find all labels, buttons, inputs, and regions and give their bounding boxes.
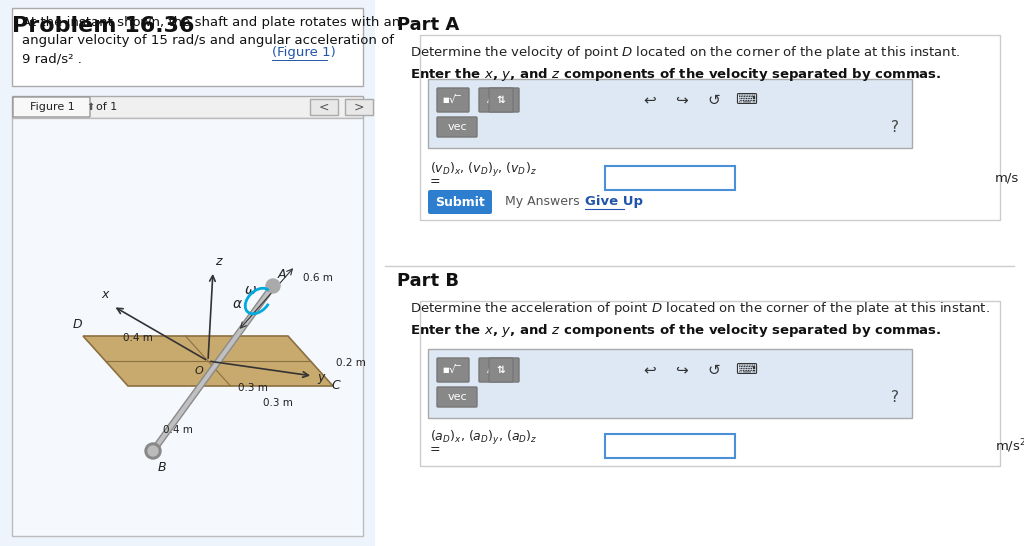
FancyBboxPatch shape bbox=[489, 88, 513, 112]
Circle shape bbox=[148, 446, 158, 456]
Text: ΑΣΦ: ΑΣΦ bbox=[487, 95, 511, 105]
Text: Part B: Part B bbox=[397, 272, 459, 290]
Text: =: = bbox=[430, 175, 440, 188]
FancyBboxPatch shape bbox=[437, 88, 469, 112]
Text: ⌨: ⌨ bbox=[735, 363, 757, 377]
Text: Problem 16.36: Problem 16.36 bbox=[12, 16, 195, 36]
FancyBboxPatch shape bbox=[12, 118, 362, 536]
Text: ?: ? bbox=[891, 120, 899, 134]
FancyBboxPatch shape bbox=[489, 358, 513, 382]
FancyBboxPatch shape bbox=[345, 99, 373, 115]
Text: ?: ? bbox=[891, 389, 899, 405]
Text: ⬆: ⬆ bbox=[86, 102, 94, 112]
FancyBboxPatch shape bbox=[479, 88, 519, 112]
Text: ω: ω bbox=[245, 283, 257, 297]
Text: B: B bbox=[158, 461, 167, 474]
FancyBboxPatch shape bbox=[428, 190, 492, 214]
Circle shape bbox=[145, 443, 161, 459]
Circle shape bbox=[266, 279, 280, 293]
FancyBboxPatch shape bbox=[479, 358, 519, 382]
Text: >: > bbox=[353, 100, 365, 114]
Text: O: O bbox=[195, 366, 203, 376]
Text: z: z bbox=[215, 255, 221, 268]
Text: Give Up: Give Up bbox=[585, 195, 643, 209]
Text: 0.4 m: 0.4 m bbox=[163, 425, 193, 435]
FancyBboxPatch shape bbox=[428, 349, 912, 418]
Text: ↺: ↺ bbox=[708, 363, 720, 377]
Polygon shape bbox=[83, 336, 333, 386]
Text: ↩: ↩ bbox=[644, 363, 656, 377]
FancyBboxPatch shape bbox=[12, 8, 362, 86]
Text: √‾: √‾ bbox=[449, 95, 462, 105]
Text: $(a_D)_x$, $(a_D)_y$, $(a_D)_z$: $(a_D)_x$, $(a_D)_y$, $(a_D)_z$ bbox=[430, 429, 538, 447]
Text: 0.2 m: 0.2 m bbox=[336, 358, 366, 368]
Text: Enter the $\mathit{x}$, $\mathit{y}$, and $\mathit{z}$ components of the velocit: Enter the $\mathit{x}$, $\mathit{y}$, an… bbox=[410, 66, 941, 83]
FancyBboxPatch shape bbox=[13, 97, 90, 117]
Text: ■: ■ bbox=[442, 97, 449, 103]
FancyBboxPatch shape bbox=[428, 79, 912, 148]
Text: C: C bbox=[331, 379, 340, 392]
Text: D: D bbox=[73, 318, 83, 331]
Text: 0.3 m: 0.3 m bbox=[263, 398, 293, 408]
FancyBboxPatch shape bbox=[310, 99, 338, 115]
Text: 0.4 m: 0.4 m bbox=[123, 333, 153, 343]
Text: vec: vec bbox=[447, 122, 467, 132]
FancyBboxPatch shape bbox=[437, 358, 469, 382]
Text: Determine the velocity of point $\mathit{D}$ located on the corner of the plate : Determine the velocity of point $\mathit… bbox=[410, 44, 959, 61]
Text: 0.6 m: 0.6 m bbox=[303, 273, 333, 283]
Text: ↩: ↩ bbox=[644, 92, 656, 108]
Text: 0.3 m: 0.3 m bbox=[238, 383, 268, 393]
Text: =: = bbox=[430, 443, 440, 456]
Text: ⇅: ⇅ bbox=[497, 95, 506, 105]
FancyBboxPatch shape bbox=[375, 0, 1024, 546]
FancyBboxPatch shape bbox=[12, 96, 362, 118]
FancyBboxPatch shape bbox=[0, 0, 375, 546]
Text: ↪: ↪ bbox=[676, 363, 688, 377]
Text: m/s: m/s bbox=[995, 171, 1019, 185]
Text: My Answers: My Answers bbox=[505, 195, 580, 209]
Text: ■: ■ bbox=[442, 367, 449, 373]
FancyBboxPatch shape bbox=[437, 117, 477, 137]
Text: ↪: ↪ bbox=[676, 92, 688, 108]
Text: of 1: of 1 bbox=[96, 102, 118, 112]
Text: y: y bbox=[317, 371, 325, 383]
FancyBboxPatch shape bbox=[605, 166, 735, 190]
Text: ⌨: ⌨ bbox=[735, 92, 757, 108]
Text: <: < bbox=[318, 100, 330, 114]
FancyBboxPatch shape bbox=[605, 434, 735, 458]
Text: At the instant shown, the shaft and plate rotates with an
angular velocity of 15: At the instant shown, the shaft and plat… bbox=[22, 16, 400, 65]
Text: Enter the $\mathit{x}$, $\mathit{y}$, and $\mathit{z}$ components of the velocit: Enter the $\mathit{x}$, $\mathit{y}$, an… bbox=[410, 322, 941, 339]
Text: vec: vec bbox=[447, 392, 467, 402]
Text: ↺: ↺ bbox=[708, 92, 720, 108]
Text: A: A bbox=[278, 268, 287, 281]
Text: Figure 1: Figure 1 bbox=[30, 102, 75, 112]
Text: ⇅: ⇅ bbox=[497, 365, 506, 375]
FancyBboxPatch shape bbox=[437, 387, 477, 407]
Text: Submit: Submit bbox=[435, 195, 485, 209]
Text: √‾: √‾ bbox=[449, 365, 462, 375]
Text: $(v_D)_x$, $(v_D)_y$, $(v_D)_z$: $(v_D)_x$, $(v_D)_y$, $(v_D)_z$ bbox=[430, 161, 537, 179]
Text: Part A: Part A bbox=[397, 16, 459, 34]
Text: Determine the acceleration of point $\mathit{D}$ located on the corner of the pl: Determine the acceleration of point $\ma… bbox=[410, 300, 990, 317]
Text: (Figure 1): (Figure 1) bbox=[272, 46, 336, 59]
Text: α: α bbox=[233, 297, 242, 311]
Text: m/s$^2$: m/s$^2$ bbox=[995, 437, 1024, 455]
Text: x: x bbox=[101, 288, 109, 301]
Text: ΑΣΦ: ΑΣΦ bbox=[487, 365, 511, 375]
